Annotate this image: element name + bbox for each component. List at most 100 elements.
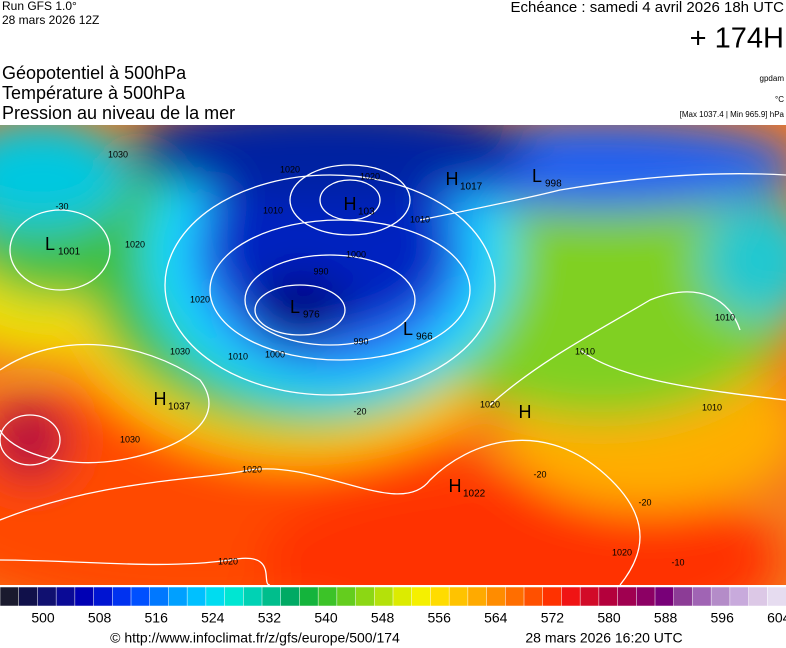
pressure-center-letter: H	[519, 402, 532, 422]
pressure-center-letter: H	[446, 169, 459, 189]
colorbar-swatch	[355, 586, 376, 607]
colorbar-label: 588	[654, 610, 678, 626]
colorbar-swatch	[467, 586, 488, 607]
isobar-label: 1030	[108, 149, 128, 159]
colorbar-swatch	[748, 586, 769, 607]
colorbar-swatch	[617, 586, 638, 607]
colorbar-label: 596	[711, 610, 735, 626]
colorbar-label: 564	[484, 610, 508, 626]
unit-label: gpdam	[760, 74, 785, 83]
colorbar-swatch	[579, 586, 600, 607]
valid-time: Echéance : samedi 4 avril 2026 18h UTC	[511, 0, 785, 16]
colorbar-swatch	[486, 586, 507, 607]
field-title: Température à 500hPa	[2, 83, 186, 103]
colorbar-swatch	[93, 586, 114, 607]
pressure-center-value: 1022	[463, 489, 486, 500]
pressure-center-letter: H	[449, 476, 462, 496]
footer-date: 28 mars 2026 16:20 UTC	[525, 630, 682, 646]
colorbar-swatch	[448, 586, 469, 607]
colorbar-swatch	[505, 586, 525, 607]
isobar-label: 1030	[120, 434, 140, 444]
colorbar-label: 572	[541, 610, 565, 626]
colorbar-label: 532	[258, 610, 282, 626]
field-title: Géopotentiel à 500hPa	[2, 63, 187, 83]
pressure-center-letter: L	[532, 166, 542, 186]
colorbar-label: 500	[31, 610, 55, 626]
colorbar-label: 580	[597, 610, 621, 626]
colorbar-swatch	[430, 586, 450, 607]
isobar-label: 1010	[410, 214, 430, 224]
pressure-center-letter: L	[290, 297, 300, 317]
pressure-center-value: 966	[416, 332, 433, 343]
colorbar-swatch	[299, 586, 319, 607]
colorbar-swatch	[186, 586, 207, 607]
unit-label: °C	[775, 95, 784, 104]
colorbar-swatch	[767, 586, 786, 607]
pressure-center-value: 976	[303, 310, 320, 321]
colorbar-swatch	[561, 586, 581, 607]
colorbar-swatch	[654, 586, 675, 607]
run-label: Run GFS 1.0°	[2, 0, 77, 13]
colorbar-swatch	[168, 586, 188, 607]
isobars	[0, 164, 786, 585]
colorbar-label: 516	[145, 610, 169, 626]
isobar-label: 1020	[360, 171, 380, 181]
colorbar-swatch	[392, 586, 413, 607]
colorbar-swatch	[710, 586, 731, 607]
isobar-label: 1020	[125, 239, 145, 249]
isotherm-label: -10	[671, 557, 684, 567]
isobar-label: 1020	[612, 547, 632, 557]
isobar-label: 1010	[715, 312, 735, 322]
isobar-label: 1020	[218, 556, 238, 566]
colorbar-label: 548	[371, 610, 395, 626]
isobar-label: 1010	[702, 402, 722, 412]
pressure-center-letter: L	[403, 319, 413, 339]
colorbar-label: 508	[88, 610, 112, 626]
isotherm-label: -20	[533, 469, 546, 479]
colorbar-swatch	[374, 586, 394, 607]
colorbar-swatch	[224, 586, 245, 607]
colorbar-swatch	[149, 586, 170, 607]
colorbar-swatch	[598, 586, 619, 607]
colorbar-swatch	[18, 586, 39, 607]
isobar-label: 990	[313, 266, 328, 276]
field-title: Pression au niveau de la mer	[2, 103, 235, 123]
colorbar-swatch	[243, 586, 263, 607]
colorbar-swatch	[636, 586, 656, 607]
colorbar-swatch	[280, 586, 301, 607]
colorbar-swatch	[130, 586, 151, 607]
isobar-label: 1000	[265, 349, 285, 359]
isobar-label: 1010	[263, 205, 283, 215]
run-date: 28 mars 2026 12Z	[2, 13, 99, 27]
isobar-label: 1030	[170, 346, 190, 356]
pressure-center-value: 998	[545, 179, 562, 190]
colorbar-swatch	[523, 586, 544, 607]
unit-label: [Max 1037.4 | Min 965.9] hPa	[680, 110, 785, 119]
pressure-center-value: 1037	[168, 402, 191, 413]
lead-time: + 174H	[690, 23, 784, 55]
isobar-label: 990	[353, 336, 368, 346]
pressure-center-letter: L	[45, 234, 55, 254]
colorbar-swatch	[37, 586, 57, 607]
isotherm-label: -30	[55, 201, 68, 211]
colorbar-label: 556	[428, 610, 452, 626]
pressure-center-value: 1017	[460, 182, 483, 193]
colorbar-swatch	[74, 586, 95, 607]
colorbar-swatch	[692, 586, 712, 607]
isobar-label: 1020	[190, 294, 210, 304]
pressure-center-letter: H	[344, 194, 357, 214]
colorbar-label: 604	[767, 610, 786, 626]
colorbar-swatch	[0, 586, 20, 607]
colorbar-swatch	[411, 586, 432, 607]
colorbar-swatch	[112, 586, 132, 607]
isotherm-label: -20	[638, 497, 651, 507]
isotherm-label: -20	[353, 406, 366, 416]
colorbar-swatch	[317, 586, 338, 607]
isobar-label: 1010	[228, 351, 248, 361]
colorbar-swatch	[729, 586, 750, 607]
isobar-label: 1000	[346, 249, 366, 259]
isobar-label: 1020	[280, 164, 300, 174]
